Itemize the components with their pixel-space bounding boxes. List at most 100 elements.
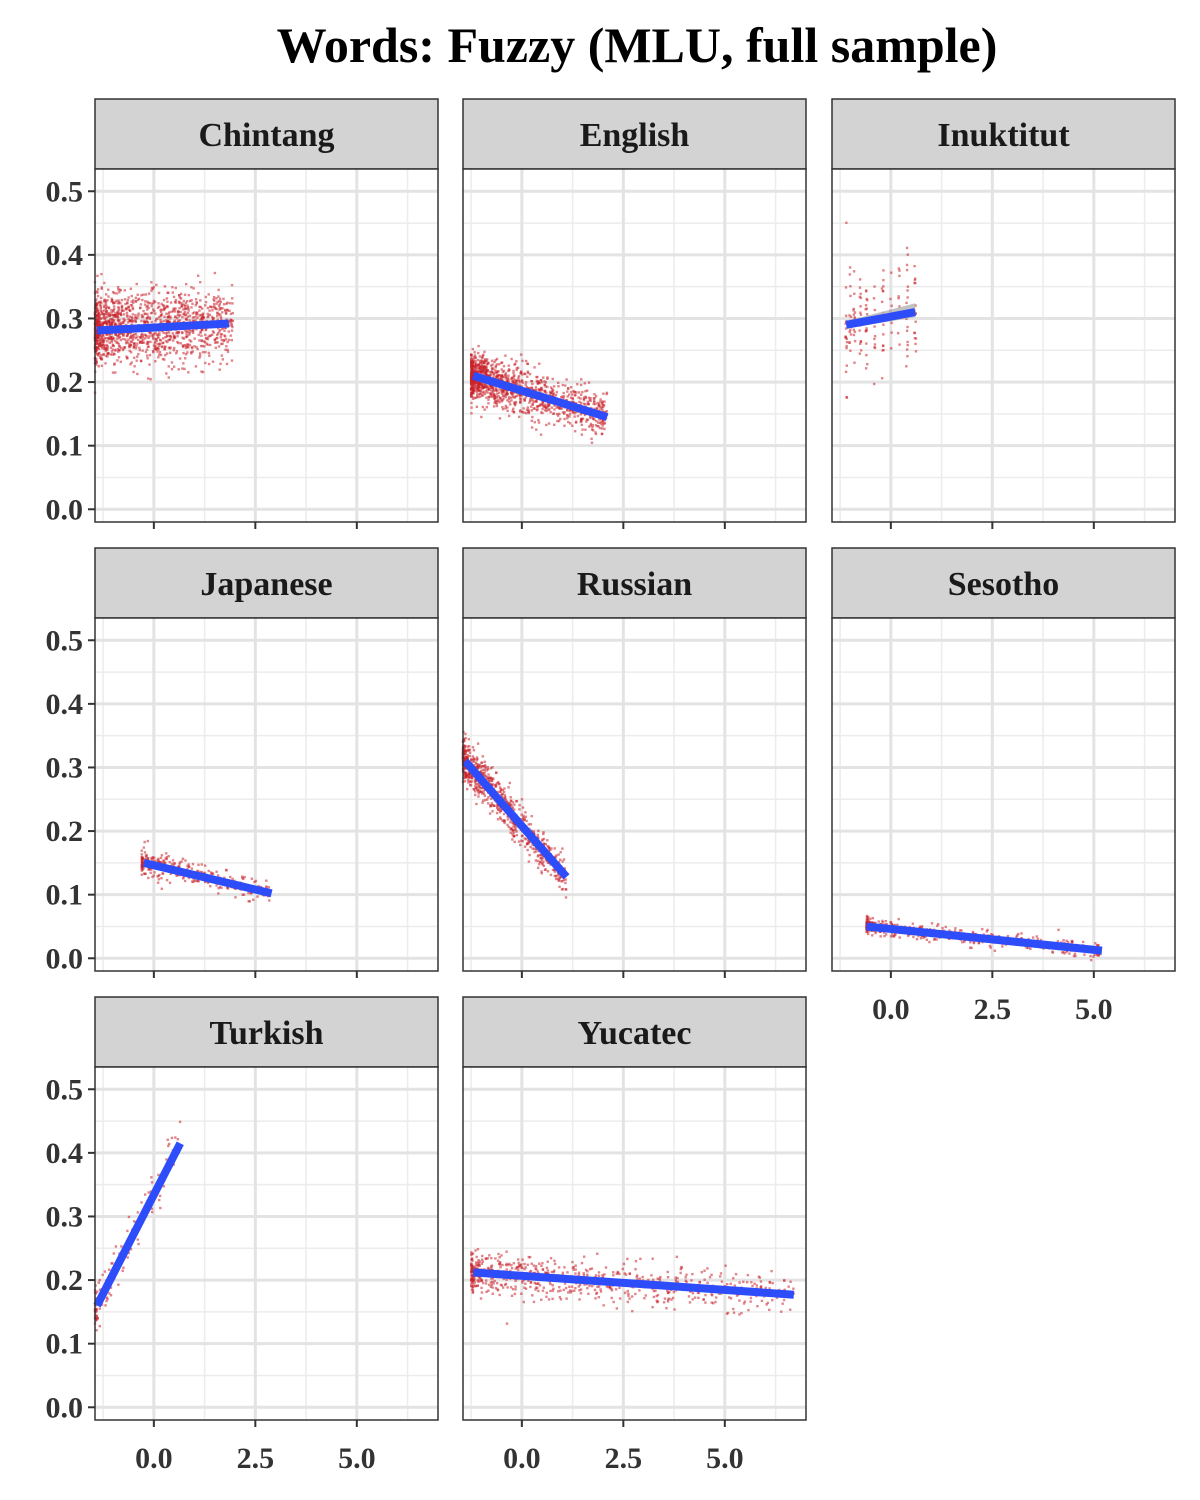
y-tick-label: 0.3 [46, 302, 84, 335]
data-point [468, 748, 471, 752]
data-point [1001, 945, 1004, 948]
data-point [201, 350, 205, 354]
data-point [517, 415, 521, 419]
data-point [573, 394, 577, 397]
data-point [474, 369, 478, 372]
data-point [158, 351, 162, 354]
data-point [528, 372, 532, 376]
data-point [889, 920, 893, 924]
data-point [142, 293, 145, 296]
data-point [165, 1158, 168, 1161]
data-point [136, 1211, 140, 1214]
data-point [154, 319, 157, 323]
data-point [500, 376, 503, 380]
data-point [158, 1198, 161, 1202]
data-point [463, 759, 467, 763]
data-point [563, 417, 566, 421]
data-point [507, 414, 511, 418]
data-point [537, 388, 540, 391]
data-point [476, 783, 479, 786]
data-point [230, 297, 234, 300]
data-point [111, 336, 114, 339]
data-point [197, 333, 200, 337]
data-point [538, 1262, 541, 1265]
data-point [881, 289, 885, 293]
data-point [149, 378, 152, 381]
data-point [502, 369, 506, 373]
data-point [181, 336, 184, 340]
data-point [117, 302, 120, 305]
data-point [562, 878, 566, 882]
data-point [471, 363, 474, 366]
data-point [191, 329, 195, 333]
data-point [497, 395, 500, 398]
data-point [217, 345, 221, 348]
data-point [507, 397, 511, 401]
data-point [211, 309, 214, 312]
data-point [108, 1292, 111, 1295]
data-point [129, 287, 133, 290]
data-point [566, 395, 569, 398]
data-point [157, 336, 160, 340]
data-point [158, 344, 161, 347]
data-point [533, 421, 536, 424]
data-point [551, 387, 554, 391]
data-point [573, 390, 576, 394]
data-point [554, 856, 557, 859]
data-point [157, 857, 160, 861]
data-point [551, 377, 554, 381]
data-point [200, 344, 203, 348]
data-point [138, 340, 142, 343]
data-point [502, 790, 506, 794]
data-point [225, 868, 228, 872]
data-point [532, 400, 536, 404]
data-point [566, 387, 570, 390]
data-point [475, 386, 478, 390]
data-point [225, 318, 228, 321]
data-point [127, 1215, 131, 1219]
data-point [477, 393, 481, 396]
data-point [220, 354, 224, 357]
data-point [168, 860, 171, 864]
data-point [170, 310, 173, 313]
data-point [493, 400, 497, 403]
data-point [101, 342, 105, 345]
data-point [146, 340, 149, 344]
data-point [520, 834, 524, 838]
data-point [184, 282, 188, 286]
data-point [184, 352, 188, 356]
data-point [499, 790, 502, 793]
data-point [568, 393, 571, 396]
data-point [845, 396, 849, 399]
data-point [134, 314, 137, 317]
data-point [485, 769, 489, 772]
data-point [187, 307, 190, 310]
data-point [97, 354, 100, 357]
data-point [557, 385, 560, 388]
data-point [168, 311, 171, 314]
data-point [193, 311, 196, 314]
data-point [1015, 935, 1018, 938]
data-point [167, 312, 170, 315]
data-point [539, 378, 543, 382]
data-point [515, 830, 518, 833]
data-point [584, 403, 587, 406]
data-point [474, 356, 477, 360]
data-point [130, 323, 134, 326]
data-point [519, 380, 522, 384]
data-point [550, 406, 554, 409]
data-point [480, 394, 484, 397]
data-point [198, 354, 202, 358]
data-point [542, 831, 545, 834]
data-point [634, 1292, 637, 1296]
plot-background [95, 169, 438, 522]
data-point [112, 307, 116, 311]
data-point [140, 859, 144, 862]
data-point [98, 1324, 102, 1328]
data-point [515, 360, 518, 363]
data-point [571, 424, 574, 427]
data-point [535, 408, 539, 412]
data-point [218, 885, 222, 889]
data-point [116, 285, 120, 289]
data-point [154, 344, 157, 348]
